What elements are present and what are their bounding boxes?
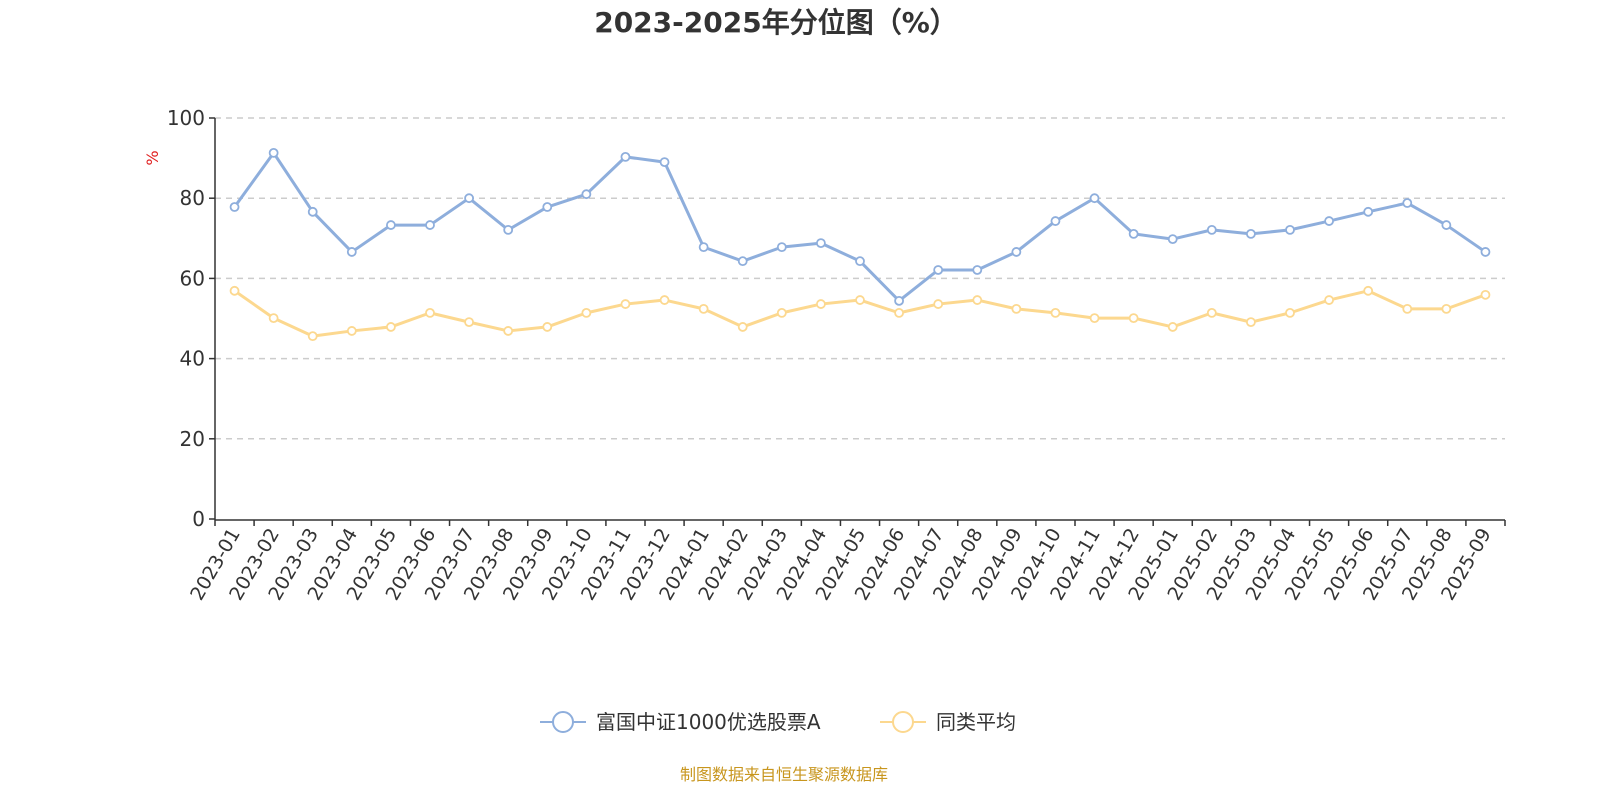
y-axis-label: % (143, 150, 162, 165)
data-point (1363, 206, 1374, 217)
data-point (386, 322, 396, 332)
data-point (1128, 313, 1139, 323)
data-point (1128, 228, 1139, 239)
data-point (346, 247, 357, 257)
data-point (1206, 307, 1217, 318)
data-point (581, 307, 592, 318)
data-point (1285, 224, 1295, 235)
data-point (659, 295, 670, 305)
data-point (1402, 198, 1413, 208)
data-point (386, 220, 396, 230)
data-point (1167, 322, 1178, 332)
data-point (581, 189, 592, 200)
data-point (659, 157, 670, 168)
y-tick-label: 0 (192, 507, 205, 531)
data-point (1050, 216, 1061, 226)
legend-label: 富国中证1000优选股票A (596, 710, 821, 734)
chart-title: 2023-2025年分位图（%） (594, 6, 958, 39)
data-point (933, 265, 944, 275)
data-point (1285, 307, 1295, 318)
data-point (1011, 247, 1022, 257)
data-point (464, 317, 474, 328)
data-point (855, 256, 865, 267)
data-point (503, 326, 514, 336)
data-point (1246, 228, 1256, 239)
data-point (776, 242, 787, 253)
data-point (1089, 313, 1100, 323)
y-tick-label: 80 (180, 186, 205, 210)
data-point (229, 202, 240, 212)
y-tick-label: 40 (180, 347, 205, 371)
data-point (503, 224, 514, 235)
data-point (229, 285, 240, 296)
data-point (307, 206, 318, 217)
data-point (1206, 224, 1217, 235)
data-point (737, 322, 748, 332)
data-point (542, 202, 553, 212)
legend-marker (552, 711, 574, 733)
data-point (698, 303, 709, 314)
legend-marker (892, 711, 914, 733)
data-point (1167, 234, 1178, 245)
data-point (1441, 303, 1452, 314)
data-point (1402, 303, 1413, 314)
data-point (972, 265, 983, 275)
data-point (1363, 285, 1374, 296)
data-point (776, 307, 787, 318)
data-point (894, 307, 904, 318)
data-point (346, 326, 357, 336)
data-point (1441, 220, 1452, 230)
data-point (1480, 247, 1491, 257)
data-point (268, 147, 279, 158)
data-point (464, 193, 474, 204)
data-point (698, 242, 709, 253)
data-point (268, 313, 279, 323)
data-point (816, 299, 826, 309)
data-point (620, 151, 631, 162)
data-point (307, 331, 318, 342)
data-point (737, 256, 748, 267)
data-point (425, 307, 435, 318)
data-point (1480, 289, 1491, 300)
data-source-footer: 制图数据来自恒生聚源数据库 (680, 765, 888, 784)
y-tick-label: 100 (167, 106, 205, 130)
y-tick-label: 20 (180, 427, 205, 451)
data-point (425, 220, 435, 230)
legend-label: 同类平均 (936, 710, 1016, 734)
data-point (1246, 317, 1256, 328)
data-point (816, 238, 826, 249)
data-point (1011, 303, 1022, 314)
data-point (972, 295, 983, 305)
data-point (1089, 193, 1100, 204)
data-point (1324, 295, 1334, 305)
y-tick-label: 60 (180, 266, 205, 290)
data-point (542, 322, 553, 332)
data-point (933, 299, 944, 309)
data-point (894, 295, 904, 306)
data-point (1324, 216, 1334, 226)
data-point (855, 295, 865, 305)
data-point (620, 299, 631, 309)
data-point (1050, 307, 1061, 318)
